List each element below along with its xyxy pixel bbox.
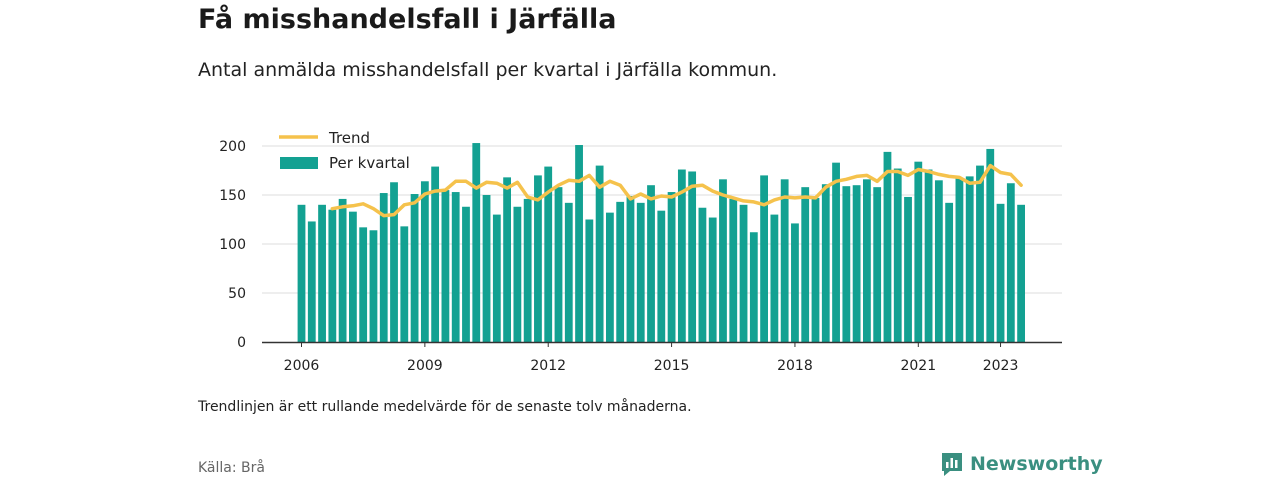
y-tick-label: 0 [237, 335, 246, 351]
legend-trend-label: Trend [328, 129, 370, 147]
x-tick-label: 2018 [777, 358, 813, 374]
source-label: Källa: Brå [198, 460, 265, 476]
bar [945, 202, 954, 342]
y-axis-ticks: 0 50 100 150 200 [219, 139, 246, 351]
bar [503, 177, 511, 342]
bar [719, 179, 727, 342]
bar-series-per-kvartal [297, 143, 1025, 342]
bar [554, 187, 563, 342]
bar [338, 198, 347, 342]
bar [451, 192, 460, 342]
x-tick-label: 2012 [530, 358, 566, 374]
bar [626, 195, 635, 342]
y-tick-label: 150 [219, 188, 246, 204]
brand-name: Newsworthy [970, 453, 1103, 475]
bar [863, 179, 871, 342]
brand-logo: Newsworthy [940, 451, 1103, 477]
y-tick-label: 50 [228, 286, 246, 302]
bar [811, 197, 820, 342]
bar [914, 161, 923, 342]
bar [904, 196, 912, 342]
bar [677, 169, 686, 342]
bar [513, 206, 522, 342]
bar [965, 176, 974, 342]
x-tick-label: 2021 [900, 358, 936, 374]
bar [729, 198, 738, 342]
bar [564, 202, 573, 342]
legend-bar-label: Per kvartal [329, 154, 410, 172]
bar [472, 143, 481, 342]
bar [770, 214, 779, 342]
bar [1017, 204, 1025, 342]
bar [575, 145, 583, 342]
bar [349, 211, 357, 342]
x-tick-label: 2006 [284, 358, 320, 374]
chart-note: Trendlinjen är ett rullande medelvärde f… [198, 399, 692, 415]
newsworthy-logo-icon [942, 453, 962, 476]
legend: Trend Per kvartal [279, 129, 410, 172]
bar [667, 192, 676, 342]
bar [462, 206, 470, 342]
bar [791, 223, 799, 342]
bar [359, 227, 368, 342]
bar [410, 194, 419, 342]
bar [297, 204, 306, 342]
y-tick-label: 100 [219, 237, 246, 253]
bar [1006, 183, 1015, 342]
bar [420, 181, 429, 342]
bar [832, 162, 840, 342]
bar [801, 187, 810, 342]
bar [852, 185, 861, 342]
bar [883, 151, 892, 342]
bar [893, 168, 902, 342]
trend-line [330, 163, 1023, 218]
bar [379, 193, 388, 342]
bar [606, 212, 614, 342]
bar [431, 166, 440, 342]
bar [369, 230, 378, 342]
bar [708, 217, 717, 342]
bar [441, 190, 450, 342]
bar [996, 203, 1005, 342]
bar [657, 210, 666, 342]
bar [544, 166, 553, 342]
x-tick-label: 2009 [407, 358, 443, 374]
bar [616, 201, 625, 342]
bar [318, 204, 326, 342]
bar [924, 169, 933, 342]
bar [749, 232, 758, 342]
bar [585, 219, 594, 342]
x-tick-label: 2023 [983, 358, 1019, 374]
bar [523, 198, 532, 342]
bar [390, 182, 398, 342]
bar [780, 179, 789, 342]
chart: 0 50 100 150 200 2006 2009 2012 2015 2018 2021 202… [219, 129, 1062, 374]
x-axis-ticks: 2006 2009 2012 2015 2018 2021 2023 [284, 342, 1019, 374]
y-tick-label: 200 [219, 139, 246, 155]
bar [986, 148, 995, 342]
x-tick-label: 2015 [654, 358, 690, 374]
bar [955, 178, 964, 342]
bar [821, 184, 830, 342]
bar [492, 214, 501, 342]
bar [482, 195, 491, 342]
legend-bar-swatch [280, 157, 318, 169]
bar [760, 175, 768, 342]
bar [688, 171, 697, 342]
bar [647, 185, 655, 342]
bar [873, 187, 882, 342]
bar [307, 221, 316, 342]
bar [328, 209, 337, 342]
chart-title: Få misshandelsfall i Järfälla [198, 4, 617, 35]
bar [976, 165, 984, 342]
bar [595, 165, 604, 342]
bar [739, 204, 748, 342]
bar [934, 180, 943, 342]
bar [400, 226, 409, 342]
chart-subtitle: Antal anmälda misshandelsfall per kvarta… [198, 59, 778, 81]
bar [534, 175, 542, 342]
bar [636, 202, 645, 342]
bar [842, 186, 851, 342]
bar [698, 207, 707, 342]
